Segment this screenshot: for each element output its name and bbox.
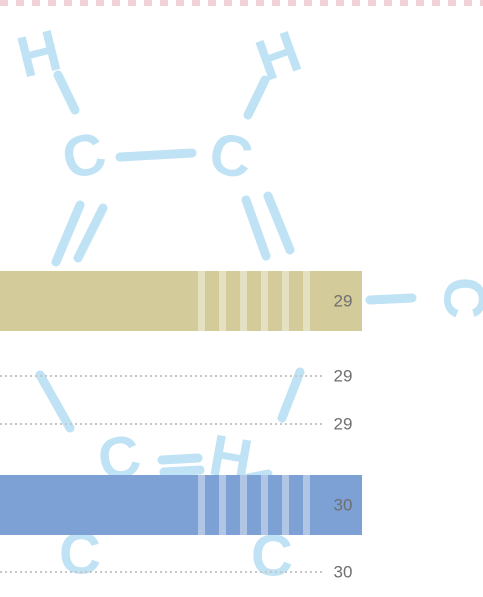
- bond-line: [243, 75, 270, 120]
- bar-stripe: [303, 475, 310, 535]
- bond-line: [365, 293, 417, 305]
- bond-line: [263, 191, 295, 255]
- bond-line: [157, 453, 203, 465]
- bar-stripe: [240, 475, 247, 535]
- bond-line: [51, 200, 85, 267]
- bar-stripe: [282, 271, 289, 331]
- atom-label: H: [248, 18, 310, 93]
- value-label: 29: [334, 366, 353, 385]
- bar-stripe: [240, 271, 247, 331]
- bond-line: [277, 367, 305, 423]
- atom-label: C: [432, 277, 483, 319]
- bar-stripe: [219, 475, 226, 535]
- bar-stripe: [198, 271, 205, 331]
- bar-stripe: [261, 475, 268, 535]
- bond-line: [35, 370, 75, 433]
- top-dotted-border: [0, 0, 483, 6]
- bond-line: [53, 70, 80, 115]
- bar: [0, 475, 362, 535]
- bar-stripe: [282, 475, 289, 535]
- bar-stripe: [219, 271, 226, 331]
- bond-line: [159, 465, 205, 477]
- bar: [0, 271, 362, 331]
- value-label: 29: [334, 414, 353, 433]
- value-label: 29: [334, 291, 353, 310]
- atom-label: H: [11, 17, 67, 90]
- value-label: 30: [334, 495, 353, 514]
- atom-label: C: [55, 119, 112, 193]
- bar-stripe: [303, 271, 310, 331]
- bond-line: [241, 195, 271, 261]
- bond-line: [73, 203, 108, 263]
- bond-line: [115, 148, 197, 162]
- bar-stripe: [261, 271, 268, 331]
- bar-stripe: [198, 475, 205, 535]
- bar-rows: 29 29 29 30 30: [0, 271, 362, 581]
- atom-label: C: [204, 120, 258, 192]
- value-label: 30: [334, 562, 353, 581]
